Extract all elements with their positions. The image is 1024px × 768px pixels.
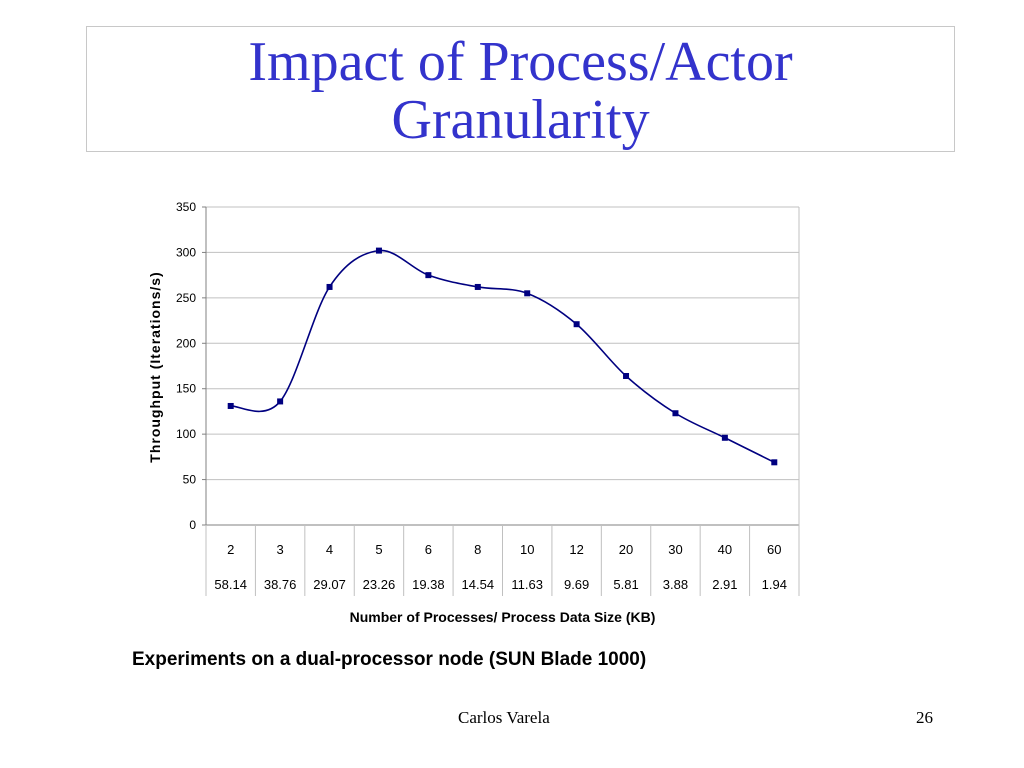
y-tick-label: 200 [176,336,196,350]
x-tick-label-datasize: 3.88 [663,577,688,592]
x-tick-label-datasize: 9.69 [564,577,589,592]
data-point [474,283,481,290]
x-tick-label-datasize: 2.91 [712,577,737,592]
x-tick-label-datasize: 19.38 [412,577,445,592]
x-tick-label-datasize: 38.76 [264,577,297,592]
data-point [277,398,284,405]
x-tick-label-processes: 4 [326,542,333,557]
page-number: 26 [916,708,933,727]
x-tick-label-datasize: 58.14 [214,577,247,592]
data-point [623,372,630,379]
x-tick-label-processes: 30 [668,542,682,557]
y-tick-label: 250 [176,291,196,305]
title-line-2: Granularity [391,89,650,151]
y-tick-label: 50 [183,473,197,487]
x-tick-label-datasize: 14.54 [462,577,495,592]
x-tick-label-processes: 6 [425,542,432,557]
y-tick-label: 300 [176,245,196,259]
data-point [524,290,531,297]
x-tick-label-datasize: 23.26 [363,577,396,592]
data-point [573,321,580,328]
footer-author: Carlos Varela [458,708,550,727]
x-tick-label-processes: 60 [767,542,781,557]
x-tick-label-datasize: 29.07 [313,577,346,592]
caption: Experiments on a dual-processor node (SU… [132,649,647,670]
x-tick-label-processes: 8 [474,542,481,557]
data-point [227,402,234,409]
x-tick-label-processes: 40 [718,542,732,557]
y-tick-label: 350 [176,200,196,214]
x-tick-label-processes: 20 [619,542,633,557]
y-tick-label: 150 [176,382,196,396]
y-axis-title: Throughput (Iterations/s) [147,271,163,462]
x-tick-label-datasize: 5.81 [613,577,638,592]
data-point [672,410,679,417]
x-tick-label-processes: 2 [227,542,234,557]
data-point [375,247,382,254]
title-box: Impact of Process/Actor Granularity [86,26,955,152]
data-point [771,459,778,466]
data-point [425,272,432,279]
x-tick-label-processes: 10 [520,542,534,557]
title-line-1: Impact of Process/Actor [248,31,793,93]
y-tick-label: 100 [176,427,196,441]
x-axis-title: Number of Processes/ Process Data Size (… [350,609,656,625]
data-point [721,434,728,441]
slide-title: Impact of Process/Actor Granularity [248,33,792,149]
x-tick-label-processes: 3 [277,542,284,557]
series-line [230,249,775,464]
x-tick-label-processes: 12 [569,542,583,557]
y-tick-label: 0 [189,518,196,532]
x-tick-label-processes: 5 [375,542,382,557]
data-point [326,283,333,290]
x-tick-label-datasize: 1.94 [762,577,787,592]
x-tick-label-datasize: 11.63 [511,577,543,592]
